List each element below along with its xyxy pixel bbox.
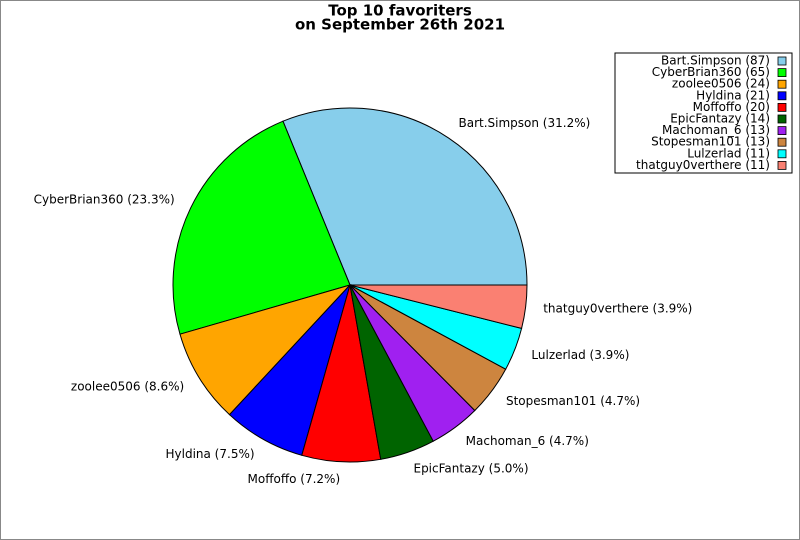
- legend-swatch: [777, 114, 787, 124]
- legend-label: Machoman_6 (13): [662, 123, 770, 137]
- slice-label: Hyldina (7.5%): [166, 447, 255, 461]
- legend-swatch: [777, 160, 787, 170]
- slice-label: zoolee0506 (8.6%): [71, 380, 184, 394]
- slice-label: Moffoffo (7.2%): [248, 472, 341, 486]
- legend-swatch: [777, 68, 787, 77]
- chart-title: on September 26th 2021: [295, 16, 505, 34]
- legend-box: [614, 52, 793, 174]
- legend-swatch: [777, 137, 787, 147]
- legend-swatch: [777, 103, 787, 112]
- legend-label: zoolee0506 (24): [672, 77, 770, 91]
- slice-label: CyberBrian360 (23.3%): [34, 193, 175, 207]
- slice-label: Stopesman101 (4.7%): [506, 394, 640, 408]
- pie-slice: [179, 284, 352, 416]
- legend-swatch: [777, 126, 787, 135]
- slice-label: Bart.Simpson (31.2%): [459, 116, 591, 130]
- slice-label: EpicFantazy (5.0%): [413, 462, 528, 476]
- legend-label: Moffoffo (20): [693, 100, 770, 114]
- legend-label: CyberBrian360 (65): [652, 65, 770, 79]
- slice-label: Lulzerlad (3.9%): [531, 348, 629, 362]
- pie-slice: [172, 120, 351, 335]
- pie-slice: [282, 107, 528, 286]
- legend-swatch: [777, 79, 787, 89]
- chart-title: Top 10 favoriters: [328, 2, 472, 20]
- legend-label: Bart.Simpson (87): [661, 54, 770, 68]
- pie-slice: [349, 284, 528, 330]
- legend-label: thatguy0verthere (11): [636, 158, 770, 172]
- legend-label: Hyldina (21): [696, 88, 770, 102]
- legend-swatch: [777, 91, 787, 101]
- slice-label: Machoman_6 (4.7%): [466, 434, 589, 448]
- legend-swatch: [777, 56, 787, 66]
- legend-label: Lulzerlad (11): [687, 146, 770, 160]
- legend-label: EpicFantazy (14): [670, 112, 770, 126]
- slice-label: thatguy0verthere (3.9%): [543, 302, 692, 316]
- legend-label: Stopesman101 (13): [651, 135, 770, 149]
- legend-swatch: [777, 149, 787, 159]
